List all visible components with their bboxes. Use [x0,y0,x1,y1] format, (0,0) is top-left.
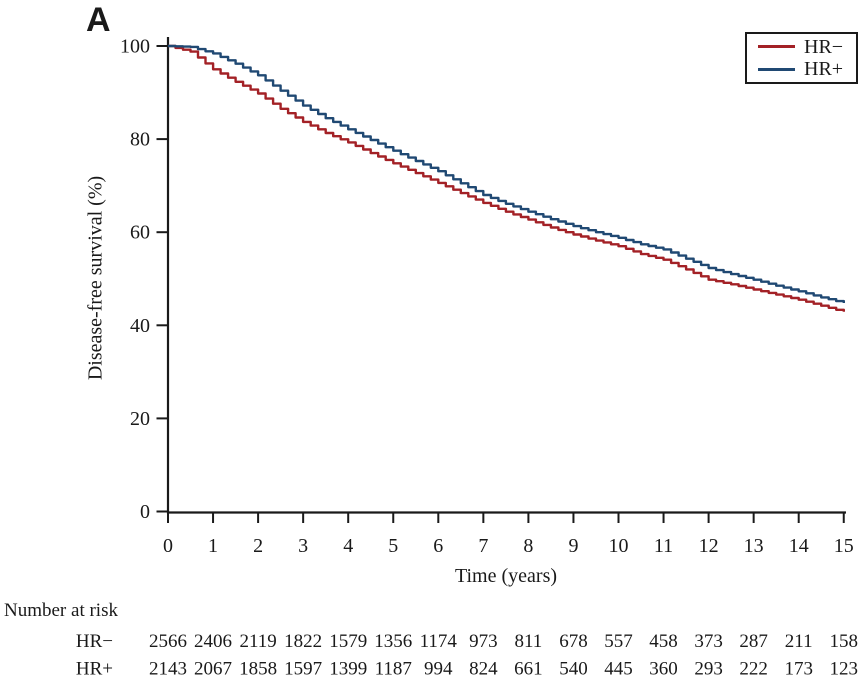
risk-count: 2566 [149,631,187,652]
x-tick-label: 7 [478,535,488,557]
risk-count: 1399 [329,659,367,680]
risk-count: 973 [469,631,498,652]
risk-count: 2143 [149,659,187,680]
y-tick-label: 20 [130,408,150,430]
risk-count: 287 [739,631,768,652]
risk-count: 540 [559,659,588,680]
x-tick-label: 5 [388,535,398,557]
risk-count: 661 [514,659,543,680]
legend: HR− HR+ [745,32,858,84]
risk-count: 1579 [329,631,367,652]
risk-count: 445 [604,659,633,680]
x-tick-label: 12 [699,535,719,557]
y-tick-label: 60 [130,222,150,244]
legend-item-hr-pos: HR+ [758,59,856,79]
risk-table-heading: Number at risk [4,600,118,621]
risk-count: 1187 [375,659,412,680]
x-tick-label: 13 [744,535,764,557]
risk-count: 360 [649,659,678,680]
km-curve-hr-neg [168,44,845,312]
y-tick-label: 40 [130,315,150,337]
risk-count: 2119 [239,631,276,652]
x-tick-label: 15 [834,535,854,557]
risk-count: 811 [515,631,543,652]
x-tick-label: 0 [163,535,173,557]
y-tick-label: 100 [120,36,150,58]
legend-item-hr-neg: HR− [758,37,856,57]
risk-count: 2406 [194,631,232,652]
x-tick-label: 4 [343,535,353,557]
x-tick-label: 14 [789,535,809,557]
risk-count: 1822 [284,631,322,652]
risk-count: 158 [830,631,859,652]
risk-count: 1858 [239,659,277,680]
panel-label: A [86,1,111,39]
risk-count: 458 [649,631,678,652]
x-tick-label: 8 [523,535,533,557]
risk-count: 222 [739,659,768,680]
x-tick-label: 11 [654,535,673,557]
x-tick-label: 9 [568,535,578,557]
risk-count: 994 [424,659,453,680]
x-axis-title: Time (years) [454,565,558,587]
y-axis-title: Disease-free survival (%) [84,175,107,381]
risk-count: 173 [784,659,813,680]
x-tick-label: 10 [609,535,629,557]
legend-label-hr-neg: HR− [804,35,844,58]
risk-count: 1356 [374,631,412,652]
risk-count: 557 [604,631,633,652]
risk-count: 2067 [194,659,232,680]
axes [166,37,846,514]
km-curve-hr-pos [168,44,845,303]
risk-count: 293 [694,659,723,680]
risk-count: 1597 [284,659,322,680]
legend-line-hr-pos-icon [758,67,795,71]
legend-label-hr-pos: HR+ [804,58,844,81]
risk-row-label-hr-neg: HR− [76,631,113,652]
risk-count: 824 [469,659,498,680]
x-tick-label: 1 [208,535,218,557]
y-tick-label: 0 [140,501,150,523]
risk-count: 373 [694,631,723,652]
risk-count: 211 [785,631,813,652]
risk-count: 678 [559,631,588,652]
risk-count: 1174 [420,631,458,652]
y-tick-label: 80 [130,129,150,151]
legend-line-hr-neg-icon [758,45,795,49]
x-tick-label: 2 [253,535,263,557]
risk-row-label-hr-pos: HR+ [76,659,113,680]
risk-count: 123 [830,659,859,680]
x-tick-label: 6 [433,535,443,557]
x-tick-label: 3 [298,535,308,557]
